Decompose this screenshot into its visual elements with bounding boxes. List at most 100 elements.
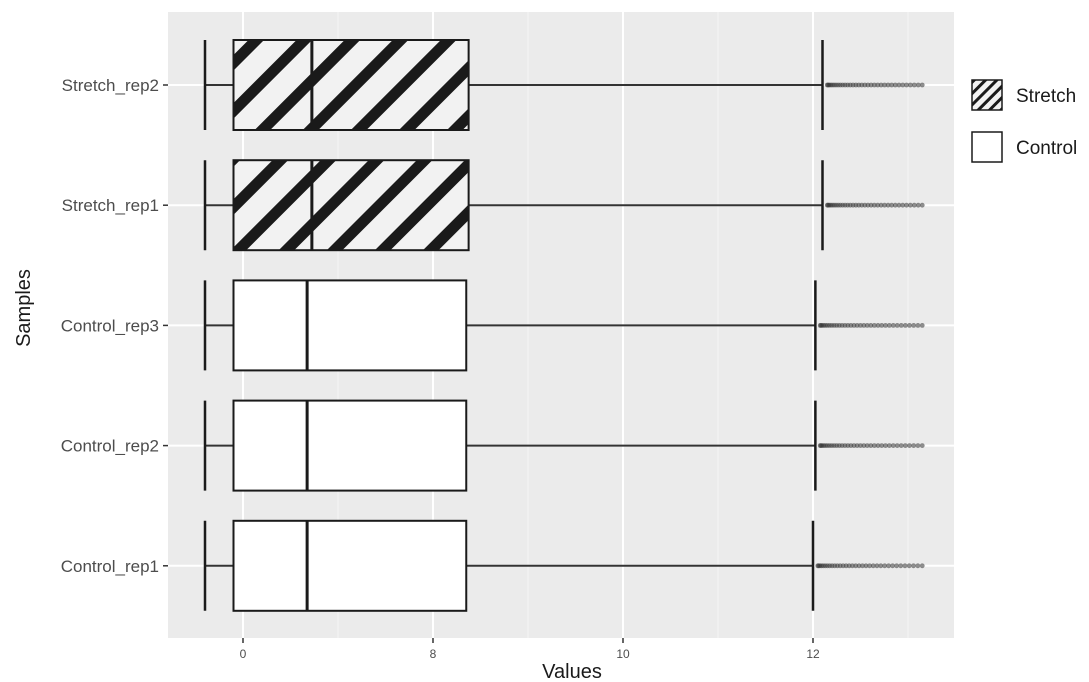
outlier-point xyxy=(861,443,867,448)
box-Control_rep3 xyxy=(203,279,925,372)
outlier-point xyxy=(894,563,900,569)
outlier-point xyxy=(907,323,912,328)
outlier-point xyxy=(882,82,887,88)
x-tick-label: 12 xyxy=(806,647,820,661)
outlier-point xyxy=(894,443,900,448)
box-Stretch_rep2 xyxy=(203,39,925,131)
outlier-point xyxy=(885,82,891,88)
outlier-point xyxy=(919,563,925,569)
outlier-point xyxy=(875,443,881,448)
outlier-point xyxy=(886,563,891,569)
outlier-point xyxy=(902,443,908,448)
outlier-point xyxy=(892,202,898,208)
outlier-point xyxy=(864,323,870,328)
y-tick-label: Control_rep2 xyxy=(61,437,159,456)
outlier-point xyxy=(902,563,908,569)
outlier-point xyxy=(911,323,917,328)
outlier-point xyxy=(875,323,881,328)
outlier-point xyxy=(874,563,880,569)
box-Control_rep2 xyxy=(203,399,925,492)
outlier-point xyxy=(907,202,913,208)
box-iqr xyxy=(232,399,468,492)
outlier-point xyxy=(919,202,925,208)
x-tick-label: 8 xyxy=(430,647,437,661)
y-axis-title: Samples xyxy=(13,269,35,347)
outlier-point xyxy=(890,563,895,569)
outlier-point xyxy=(854,323,860,328)
y-tick-label: Stretch_rep1 xyxy=(62,196,159,215)
box-iqr xyxy=(232,519,468,612)
outlier-point xyxy=(919,443,925,448)
outlier-point xyxy=(885,202,891,208)
outlier-point xyxy=(911,202,917,208)
x-tick-label: 0 xyxy=(240,647,247,661)
outlier-point xyxy=(860,563,865,569)
box-Control_rep1 xyxy=(203,519,925,612)
outlier-point xyxy=(915,323,921,328)
outlier-point xyxy=(853,563,859,569)
boxes xyxy=(203,39,925,612)
outlier-point xyxy=(882,202,887,208)
outlier-point xyxy=(904,82,909,88)
outlier-point xyxy=(878,563,884,569)
outlier-point xyxy=(894,323,900,328)
outlier-point xyxy=(911,443,917,448)
legend-key-control xyxy=(971,131,1003,163)
outlier-point xyxy=(898,443,904,448)
outlier-point xyxy=(907,443,912,448)
box-iqr xyxy=(232,39,470,131)
outlier-point xyxy=(856,563,862,569)
outlier-point xyxy=(892,82,898,88)
outlier-point xyxy=(858,443,863,448)
outlier-point xyxy=(870,563,876,569)
outlier-point xyxy=(879,443,885,448)
outlier-point xyxy=(890,443,896,448)
outlier-point xyxy=(886,323,892,328)
outlier-point xyxy=(871,323,877,328)
x-axis-ticks: 0 8 10 12 xyxy=(240,638,820,661)
outlier-point xyxy=(919,82,925,88)
outlier-point xyxy=(867,563,872,569)
box-iqr xyxy=(232,279,468,372)
outlier-point xyxy=(915,563,921,569)
outlier-point xyxy=(896,202,902,208)
outlier-point xyxy=(882,563,888,569)
outlier-point xyxy=(907,82,913,88)
outlier-point xyxy=(896,82,902,88)
outlier-point xyxy=(878,202,884,208)
outlier-point xyxy=(898,563,904,569)
outlier-point xyxy=(864,443,870,448)
outlier-point xyxy=(871,202,877,208)
y-tick-label: Control_rep3 xyxy=(61,316,159,335)
outlier-point xyxy=(915,202,921,208)
outlier-point xyxy=(871,82,877,88)
box-Stretch_rep1 xyxy=(203,159,925,252)
outlier-point xyxy=(863,563,869,569)
legend-key-stretch xyxy=(971,79,1003,111)
outlier-point xyxy=(915,443,921,448)
outlier-point xyxy=(900,202,906,208)
outlier-point xyxy=(902,323,908,328)
outlier-point xyxy=(904,202,909,208)
outlier-point xyxy=(858,323,863,328)
outlier-point xyxy=(889,202,895,208)
outlier-point xyxy=(890,323,896,328)
y-tick-label: Control_rep1 xyxy=(61,557,159,576)
x-axis-title: Values xyxy=(542,661,602,682)
outlier-point xyxy=(883,323,888,328)
y-axis-ticks: Stretch_rep2 Stretch_rep1 Control_rep3 Cont… xyxy=(61,76,168,576)
legend: Stretch Control xyxy=(971,79,1077,163)
y-tick-label: Stretch_rep2 xyxy=(62,76,159,95)
outlier-point xyxy=(875,202,881,208)
outlier-point xyxy=(883,443,888,448)
outlier-point xyxy=(854,443,860,448)
outlier-point xyxy=(886,443,892,448)
outlier-point xyxy=(868,323,874,328)
outlier-point xyxy=(915,82,921,88)
box-iqr xyxy=(232,159,470,252)
outlier-point xyxy=(878,82,884,88)
outlier-point xyxy=(879,323,885,328)
outlier-point xyxy=(898,323,904,328)
outlier-point xyxy=(900,82,906,88)
